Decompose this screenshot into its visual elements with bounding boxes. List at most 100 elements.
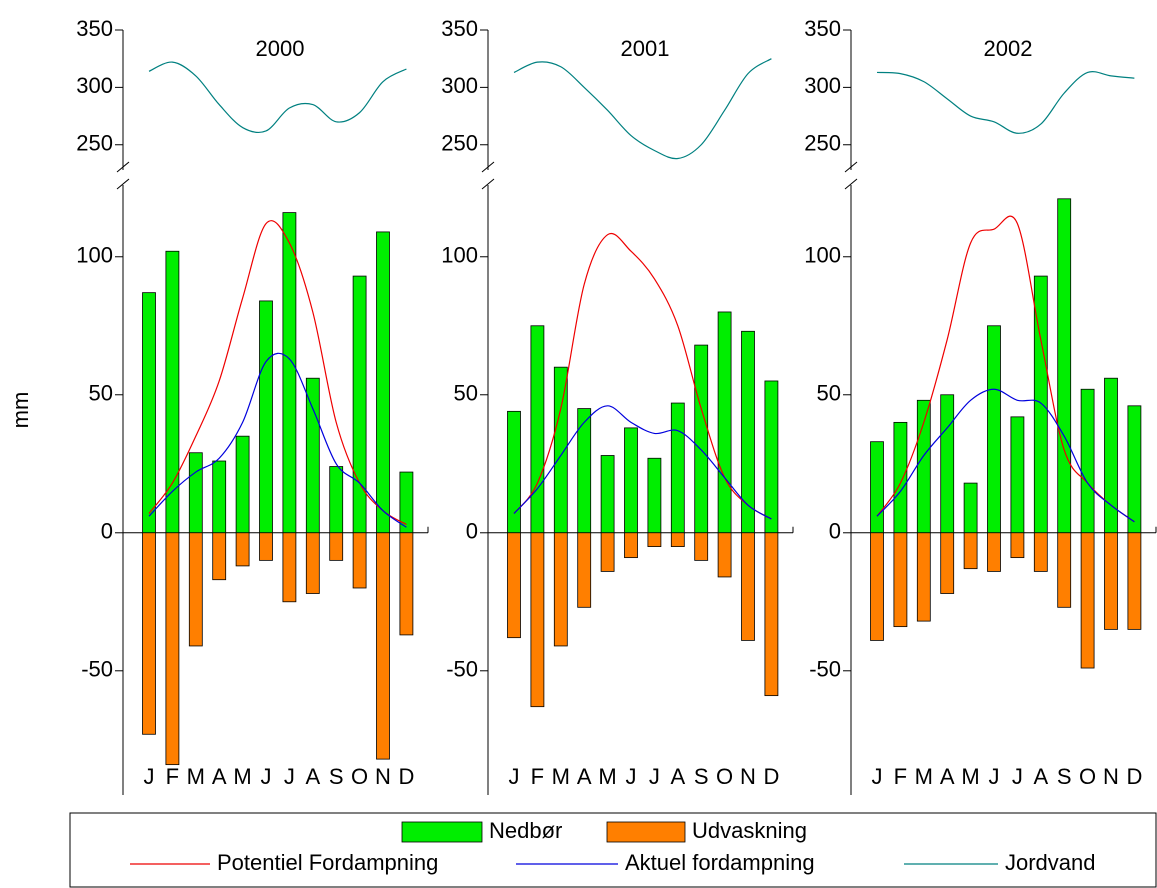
bar	[940, 532, 955, 594]
line	[513, 58, 772, 160]
bar	[1033, 532, 1048, 572]
bar	[1104, 377, 1118, 534]
x-tick-label: M	[915, 764, 933, 789]
bar	[670, 402, 685, 534]
x-tick-label: A	[577, 764, 592, 789]
y2-tick-label: 250	[804, 131, 841, 156]
x-tick-label: A	[670, 764, 685, 789]
bar	[165, 532, 180, 766]
axis-break	[481, 161, 495, 173]
line	[876, 71, 1135, 134]
bar	[142, 292, 156, 534]
bar	[352, 275, 367, 534]
bar	[870, 532, 884, 641]
x-tick-label: J	[284, 764, 295, 789]
y-tick-label: 0	[101, 519, 113, 544]
x-tick-label: N	[1103, 764, 1119, 789]
y-tick-label: 100	[804, 243, 841, 268]
y2-tick-label: 350	[76, 16, 113, 41]
bar	[717, 532, 732, 578]
bar	[259, 532, 273, 561]
line	[876, 215, 1135, 523]
bar	[694, 344, 709, 534]
x-tick-label: F	[531, 764, 544, 789]
y2-tick-label: 300	[76, 73, 113, 98]
legend-label: Udvaskning	[692, 818, 807, 843]
bar	[764, 532, 779, 697]
bar	[507, 532, 521, 639]
x-tick-label: O	[1079, 764, 1096, 789]
y2-tick-label: 300	[441, 73, 478, 98]
bar	[940, 394, 955, 534]
legend-label: Nedbør	[489, 818, 562, 843]
bar	[987, 325, 1001, 534]
x-tick-label: F	[166, 764, 179, 789]
bar	[235, 532, 250, 567]
bar	[530, 532, 545, 708]
y2-tick-label: 300	[804, 73, 841, 98]
bar	[987, 532, 1001, 572]
bar	[1057, 532, 1072, 608]
axis-break	[844, 161, 858, 173]
bar	[530, 325, 545, 534]
legend-label: Jordvand	[1005, 850, 1096, 875]
legend-swatch	[401, 821, 483, 843]
x-tick-label: A	[212, 764, 227, 789]
bar	[647, 457, 662, 534]
x-tick-label: J	[509, 764, 520, 789]
bar	[329, 466, 344, 534]
legend-label: Potentiel Fordampning	[217, 850, 438, 875]
bar	[893, 532, 908, 628]
x-tick-label: D	[398, 764, 414, 789]
x-tick-label: O	[351, 764, 368, 789]
bar	[717, 311, 732, 534]
bar	[376, 231, 390, 534]
line	[876, 388, 1135, 523]
axis-break	[116, 161, 130, 173]
panel-title: 2002	[984, 36, 1033, 61]
x-tick-label: M	[961, 764, 979, 789]
bar	[259, 300, 273, 534]
legend-swatch	[606, 821, 686, 843]
bar	[352, 532, 367, 589]
bar	[507, 410, 521, 534]
bar	[624, 427, 638, 534]
bar	[376, 532, 390, 760]
x-tick-label: A	[1033, 764, 1048, 789]
y-tick-label: 0	[829, 519, 841, 544]
x-tick-label: F	[894, 764, 907, 789]
y-axis-label: mm	[8, 392, 33, 429]
bar	[600, 455, 615, 534]
y-tick-label: 50	[817, 381, 841, 406]
bar	[1080, 388, 1095, 534]
x-tick-label: O	[716, 764, 733, 789]
bar	[1104, 532, 1118, 630]
y-tick-label: 0	[466, 519, 478, 544]
x-tick-label: N	[375, 764, 391, 789]
bar	[399, 532, 414, 636]
x-tick-label: A	[305, 764, 320, 789]
bar	[1127, 405, 1142, 534]
x-tick-label: S	[694, 764, 709, 789]
legend-label: Aktuel fordampning	[625, 850, 815, 875]
bar	[282, 212, 297, 534]
x-tick-label: S	[1057, 764, 1072, 789]
y-tick-label: 100	[76, 243, 113, 268]
y-tick-label: 50	[89, 381, 113, 406]
bar	[305, 377, 320, 534]
y-tick-label: 50	[454, 381, 478, 406]
x-tick-label: M	[187, 764, 205, 789]
axis-break	[844, 178, 858, 190]
bar	[670, 532, 685, 547]
bar	[577, 532, 592, 608]
bar	[963, 532, 978, 570]
axis-break	[116, 178, 130, 190]
bar	[647, 532, 662, 547]
x-tick-label: M	[598, 764, 616, 789]
panel-title: 2001	[621, 36, 670, 61]
line	[513, 232, 772, 520]
bar	[1010, 416, 1025, 534]
bar	[1010, 532, 1025, 559]
bar	[870, 441, 884, 534]
